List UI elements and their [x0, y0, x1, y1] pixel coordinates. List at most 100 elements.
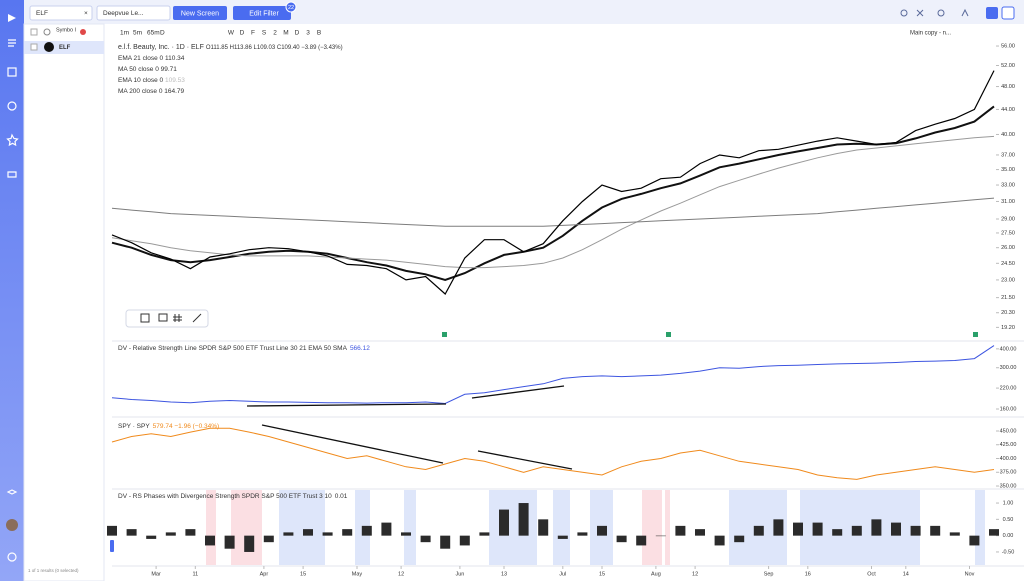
bar	[499, 509, 509, 536]
indicator	[80, 29, 86, 35]
pane-title: DV - Relative Strength Line SPDR S&P 500…	[118, 345, 370, 352]
screens-icon[interactable]	[7, 67, 17, 77]
bar	[695, 529, 705, 536]
interval[interactable]: 65m	[147, 30, 160, 37]
x-tick-label: Aug	[651, 571, 661, 577]
bar	[891, 522, 901, 536]
period[interactable]: B	[317, 30, 321, 37]
bar	[479, 532, 490, 536]
settings[interactable]	[43, 28, 51, 36]
x-tick-label: 15	[599, 571, 605, 577]
sidebar	[0, 0, 24, 581]
y-tick-label: 1.00	[1003, 500, 1014, 506]
tool[interactable]	[173, 314, 182, 322]
series-line	[111, 345, 995, 405]
y-tick-label: 300.00	[1000, 365, 1017, 371]
x-tick-label: Jul	[559, 571, 566, 577]
alert-icon[interactable]	[7, 171, 17, 178]
watchlist-row[interactable]	[24, 41, 104, 54]
scroll-handle[interactable]	[110, 540, 114, 552]
y-tick-label: 29.00	[1001, 216, 1015, 222]
period[interactable]: W	[228, 30, 235, 37]
symbol-input-text: ELF	[36, 10, 48, 17]
bar	[969, 535, 980, 546]
star-icon[interactable]	[6, 133, 19, 147]
interval[interactable]: D	[160, 30, 165, 37]
legend-name: MA 50 close 0	[118, 66, 159, 73]
bar	[303, 529, 313, 536]
period[interactable]: M	[283, 30, 288, 37]
period[interactable]: 2	[273, 30, 277, 37]
x-tick-label: 12	[692, 571, 698, 577]
bar	[185, 529, 196, 536]
x-tick-label: Apr	[260, 571, 269, 577]
y-tick-label: 0.50	[1003, 517, 1014, 523]
layout-toggle[interactable]	[986, 7, 998, 19]
avatar[interactable]	[6, 519, 18, 531]
share[interactable]	[900, 9, 908, 17]
scan-icon[interactable]	[7, 101, 17, 111]
tool[interactable]	[192, 313, 202, 323]
series-line	[111, 135, 995, 269]
ohlc: O111.85 H113.86 L109.03 C109.40 −3.89 (−…	[206, 45, 343, 51]
period[interactable]: 3	[306, 30, 310, 37]
y-tick-label: 20.30	[1001, 310, 1015, 316]
period[interactable]: F	[251, 30, 255, 37]
interval[interactable]: 1m	[120, 30, 129, 37]
bar	[753, 525, 764, 536]
interval-group: 1m 5m 65m D W D F S 2 M D 3 B	[120, 30, 321, 37]
period[interactable]: D	[240, 30, 245, 37]
earnings[interactable]	[973, 332, 978, 337]
layout-toggle[interactable]	[1001, 6, 1015, 20]
learn-icon[interactable]	[6, 489, 18, 495]
checkbox[interactable]	[30, 28, 38, 36]
new-screen-button[interactable]: New Screen	[173, 6, 227, 20]
menu-icon[interactable]	[8, 39, 16, 47]
row-symbol: ELF	[59, 45, 71, 51]
bar	[773, 519, 784, 536]
y-tick-label: 160.00	[1000, 406, 1017, 412]
top-right-icons	[900, 8, 969, 17]
bar	[616, 535, 627, 543]
period[interactable]: S	[262, 30, 267, 37]
interval[interactable]: 5m	[133, 30, 142, 37]
y-tick-label: 27.50	[1001, 230, 1015, 236]
legend-value: 99.71	[161, 66, 178, 73]
screen-select[interactable]	[96, 5, 171, 21]
pane-title: SPY · SPY 579.74 −1.96 (−0.34%)	[118, 423, 219, 430]
y-tick-label: 350.00	[1000, 483, 1017, 489]
bar	[636, 535, 647, 546]
edit-filter-button[interactable]: Edit Filter 22	[233, 1, 297, 20]
x-tick-label: 13	[501, 571, 507, 577]
clear[interactable]: ×	[84, 10, 88, 17]
y-tick-label: 52.00	[1001, 63, 1015, 69]
bar	[597, 525, 607, 536]
y-tick-label: 19.20	[1001, 325, 1015, 331]
tool[interactable]	[158, 313, 168, 322]
layout-name[interactable]: Main copy - n...	[910, 31, 951, 37]
drawing-tools	[125, 309, 209, 328]
help-icon[interactable]	[7, 552, 17, 562]
y-tick-label: 33.00	[1001, 182, 1015, 188]
tool[interactable]	[140, 313, 150, 323]
filter-count: 22	[288, 5, 294, 11]
bar	[459, 535, 470, 546]
legend: e.l.f. Beauty, Inc. · 1D · ELF O111.85 H…	[118, 44, 343, 95]
y-tick-label: 220.00	[1000, 386, 1017, 392]
symbol-input[interactable]	[29, 5, 93, 21]
pane-value: 0.01	[335, 493, 348, 500]
earnings[interactable]	[442, 332, 447, 337]
icon[interactable]	[937, 9, 945, 17]
period[interactable]: D	[295, 30, 300, 37]
icon[interactable]	[961, 8, 969, 17]
bar	[577, 532, 588, 536]
pane-title: DV - RS Phases with Divergence Strength …	[118, 493, 348, 500]
x-tick-label: 11	[192, 571, 198, 577]
x-link[interactable]	[916, 9, 924, 17]
symbol-title: e.l.f. Beauty, Inc. · 1D · ELF	[118, 44, 204, 51]
earnings[interactable]	[666, 332, 671, 337]
bar	[322, 532, 333, 536]
x-tick-label: Oct	[867, 571, 876, 577]
bar	[793, 522, 803, 536]
checkbox[interactable]	[30, 43, 38, 51]
